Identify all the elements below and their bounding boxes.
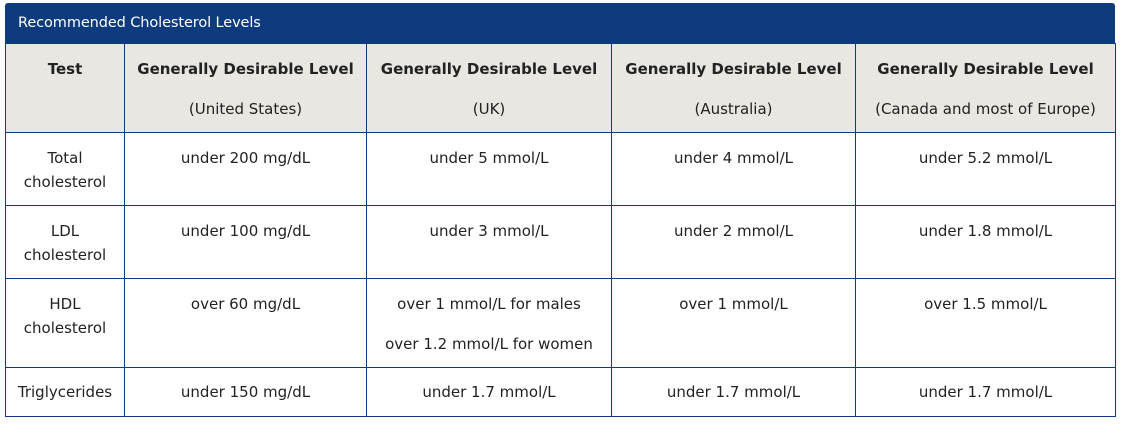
table-title: Recommended Cholesterol Levels (5, 3, 1115, 43)
cell-au: over 1 mmol/L (611, 278, 856, 368)
cell-test: LDL cholesterol (5, 205, 125, 279)
header-us-label: Generally Desirable Level (137, 60, 354, 78)
header-au-region: (Australia) (694, 100, 773, 118)
cell-text: under 150 mg/dL (180, 383, 311, 401)
cell-text: under 4 mmol/L (674, 149, 793, 167)
cell-text: under 5 mmol/L (429, 149, 549, 167)
cell-text: under 200 mg/dL (180, 149, 311, 167)
cell-text: under 2 mmol/L (674, 222, 793, 240)
cell-text: Triglycerides (17, 383, 113, 401)
header-test: Test (5, 43, 125, 133)
header-us: Generally Desirable Level (United States… (124, 43, 367, 133)
cell-us: under 150 mg/dL (124, 367, 367, 417)
cell-text: Total (47, 149, 83, 167)
cell-text: under 5.2 mmol/L (918, 149, 1053, 167)
cell-text: over 1 mmol/L (679, 295, 788, 313)
header-eu-label: Generally Desirable Level (877, 60, 1094, 78)
cell-eu: over 1.5 mmol/L (855, 278, 1116, 368)
cell-uk: under 5 mmol/L (366, 132, 612, 206)
cell-us: over 60 mg/dL (124, 278, 367, 368)
header-uk: Generally Desirable Level (UK) (366, 43, 612, 133)
cell-text: LDL (50, 222, 80, 240)
cell-text: cholesterol (23, 246, 107, 264)
cell-text: cholesterol (23, 173, 107, 191)
cell-text: under 1.7 mmol/L (666, 383, 801, 401)
cell-text: over 1.2 mmol/L for women (385, 335, 593, 353)
cholesterol-levels-table: Test Generally Desirable Level (United S… (5, 43, 1116, 417)
header-test-label: Test (47, 60, 83, 78)
cell-test: Triglycerides (5, 367, 125, 417)
cell-uk: over 1 mmol/L for males over 1.2 mmol/L … (366, 278, 612, 368)
cell-au: under 4 mmol/L (611, 132, 856, 206)
table-row-ldl-cholesterol: LDL cholesterol under 100 mg/dL under 3 … (5, 205, 1116, 279)
table-row-hdl-cholesterol: HDL cholesterol over 60 mg/dL over 1 mmo… (5, 278, 1116, 368)
cell-test: Total cholesterol (5, 132, 125, 206)
header-us-region: (United States) (188, 100, 303, 118)
cell-uk: under 1.7 mmol/L (366, 367, 612, 417)
cell-eu: under 1.7 mmol/L (855, 367, 1116, 417)
cell-text: cholesterol (23, 319, 107, 337)
cell-text: under 3 mmol/L (429, 222, 549, 240)
cell-test: HDL cholesterol (5, 278, 125, 368)
cell-us: under 100 mg/dL (124, 205, 367, 279)
cell-au: under 2 mmol/L (611, 205, 856, 279)
cell-uk: under 3 mmol/L (366, 205, 612, 279)
header-au: Generally Desirable Level (Australia) (611, 43, 856, 133)
cell-eu: under 5.2 mmol/L (855, 132, 1116, 206)
header-eu-region: (Canada and most of Europe) (875, 100, 1096, 118)
cell-eu: under 1.8 mmol/L (855, 205, 1116, 279)
cell-text: over 1.5 mmol/L (924, 295, 1047, 313)
header-uk-region: (UK) (472, 100, 506, 118)
table-row-triglycerides: Triglycerides under 150 mg/dL under 1.7 … (5, 367, 1116, 417)
cell-us: under 200 mg/dL (124, 132, 367, 206)
cell-text: under 1.8 mmol/L (918, 222, 1053, 240)
header-eu: Generally Desirable Level (Canada and mo… (855, 43, 1116, 133)
table-row-total-cholesterol: Total cholesterol under 200 mg/dL under … (5, 132, 1116, 206)
cell-text: over 60 mg/dL (190, 295, 301, 313)
cell-text: under 1.7 mmol/L (422, 383, 556, 401)
header-row: Test Generally Desirable Level (United S… (5, 43, 1116, 133)
cell-text: under 100 mg/dL (180, 222, 311, 240)
header-au-label: Generally Desirable Level (625, 60, 842, 78)
cell-text: HDL (49, 295, 81, 313)
cell-text: over 1 mmol/L for males (397, 295, 581, 313)
cell-text: under 1.7 mmol/L (918, 383, 1053, 401)
cholesterol-table-panel: Recommended Cholesterol Levels Test Gene… (5, 3, 1116, 417)
header-uk-label: Generally Desirable Level (380, 60, 598, 78)
cell-au: under 1.7 mmol/L (611, 367, 856, 417)
